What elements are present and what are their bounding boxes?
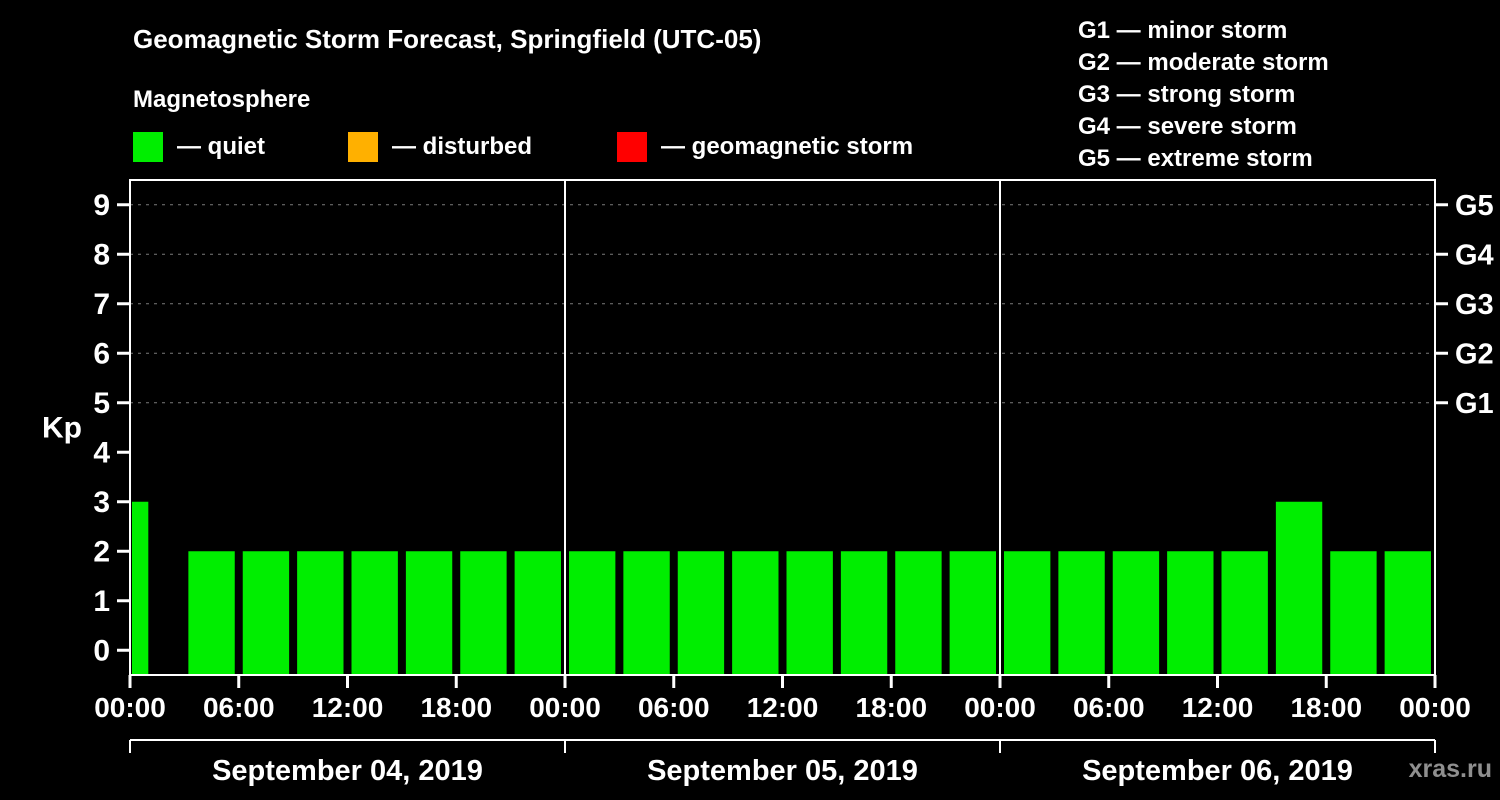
x-axis-label: 18:00: [855, 692, 927, 723]
y-axis-label: 9: [93, 189, 110, 222]
kp-bar: [1384, 551, 1431, 675]
kp-bar: [677, 551, 725, 675]
x-axis-label: 12:00: [1182, 692, 1254, 723]
kp-bar: [732, 551, 779, 675]
y-axis-label: 6: [93, 337, 110, 370]
x-axis-label: 00:00: [529, 692, 601, 723]
y-axis-label: 7: [93, 288, 110, 321]
x-axis-label: 00:00: [964, 692, 1036, 723]
kp-bar: [242, 551, 290, 675]
x-axis-label: 06:00: [203, 692, 275, 723]
watermark: xras.ru: [1408, 755, 1492, 783]
g-axis-label: G4: [1455, 239, 1494, 271]
y-axis-label: 5: [93, 387, 110, 420]
kp-bar: [1004, 551, 1051, 675]
x-axis-label: 18:00: [1290, 692, 1362, 723]
kp-bar: [1275, 501, 1323, 675]
kp-legend: — quiet — disturbed — geomagnetic storm: [133, 132, 1033, 164]
kp-bar: [623, 551, 670, 675]
disturbed-color-swatch: [348, 132, 378, 162]
g-scale-legend: G1 — minor storm G2 — moderate storm G3 …: [1078, 15, 1329, 175]
kp-bar: [460, 551, 507, 675]
g-scale-item-g4: G4 — severe storm: [1078, 113, 1297, 140]
kp-bar: [1221, 551, 1268, 675]
date-label: September 04, 2019: [212, 755, 483, 787]
y-axis-label: 4: [93, 436, 110, 469]
kp-bar: [895, 551, 942, 675]
kp-bar: [351, 551, 398, 675]
chart-subtitle: Magnetosphere: [133, 86, 311, 113]
kp-bar: [514, 551, 561, 675]
g-scale-item-g3: G3 — strong storm: [1078, 81, 1296, 108]
kp-bar: [1167, 551, 1214, 675]
g-axis-label: G2: [1455, 338, 1494, 370]
y-axis-label: 3: [93, 486, 110, 519]
kp-bar: [569, 551, 616, 675]
kp-bar: [297, 551, 344, 675]
page-title: Geomagnetic Storm Forecast, Springfield …: [133, 24, 762, 54]
x-axis-label: 06:00: [1073, 692, 1145, 723]
g-scale-item-g1: G1 — minor storm: [1078, 17, 1288, 44]
kp-bar: [1330, 551, 1377, 675]
kp-bar: [786, 551, 833, 675]
kp-bar: [188, 551, 235, 675]
quiet-color-swatch: [133, 132, 163, 162]
legend-item-disturbed: — disturbed: [348, 132, 532, 162]
kp-bar: [405, 551, 453, 675]
x-axis-label: 18:00: [420, 692, 492, 723]
kp-bar: [1058, 551, 1105, 675]
y-axis-label: 0: [93, 634, 110, 667]
x-axis-label: 12:00: [312, 692, 384, 723]
kp-bar: [1112, 551, 1160, 675]
kp-bar: [949, 551, 996, 675]
x-axis-label: 06:00: [638, 692, 710, 723]
x-axis-label: 12:00: [747, 692, 819, 723]
y-axis-label: 1: [93, 585, 110, 618]
y-axis-title: Kp: [42, 412, 82, 445]
g-axis-label: G3: [1455, 289, 1494, 321]
kp-bar: [132, 501, 149, 675]
legend-label-storm: — geomagnetic storm: [661, 133, 914, 160]
x-axis-label: 00:00: [94, 692, 166, 723]
legend-label-disturbed: — disturbed: [392, 133, 533, 160]
g-scale-item-g5: G5 — extreme storm: [1078, 145, 1313, 172]
y-axis-label: 2: [93, 535, 110, 568]
legend-item-storm: — geomagnetic storm: [617, 132, 913, 162]
legend-label-quiet: — quiet: [177, 133, 265, 160]
x-axis-label: 00:00: [1399, 692, 1471, 723]
kp-bar: [840, 551, 888, 675]
g-scale-item-g2: G2 — moderate storm: [1078, 49, 1329, 76]
storm-color-swatch: [617, 132, 647, 162]
y-axis-label: 8: [93, 238, 110, 271]
legend-item-quiet: — quiet: [133, 132, 265, 162]
date-label: September 05, 2019: [647, 755, 918, 787]
g-axis-label: G1: [1455, 388, 1494, 420]
date-label: September 06, 2019: [1082, 755, 1353, 787]
g-axis-label: G5: [1455, 190, 1494, 222]
